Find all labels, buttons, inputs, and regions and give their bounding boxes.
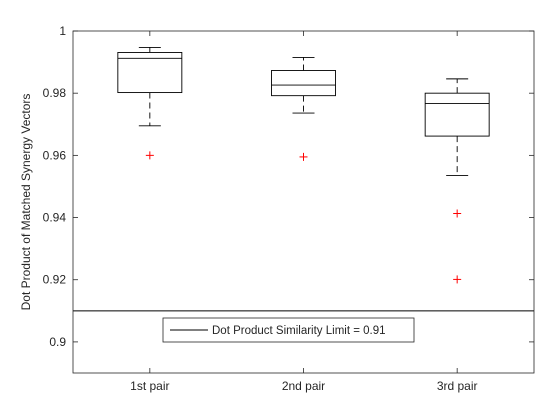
box-2 bbox=[271, 56, 336, 161]
x-tick-label: 2nd pair bbox=[282, 379, 325, 393]
legend-label: Dot Product Similarity Limit = 0.91 bbox=[212, 325, 386, 337]
y-tick-label: 0.94 bbox=[43, 211, 67, 225]
outlier-marker bbox=[453, 275, 462, 284]
y-axis-label: Dot Product of Matched Synergy Vectors bbox=[19, 94, 33, 311]
boxes-group bbox=[117, 47, 490, 284]
y-tick-label: 0.9 bbox=[49, 335, 66, 349]
outlier-marker bbox=[453, 209, 462, 218]
legend: Dot Product Similarity Limit = 0.91 bbox=[162, 317, 415, 343]
y-tick-label: 0.98 bbox=[43, 86, 67, 100]
outlier-marker bbox=[299, 152, 308, 161]
x-tick-label: 1st pair bbox=[130, 379, 169, 393]
box-1 bbox=[117, 47, 183, 160]
outlier-marker bbox=[145, 151, 154, 160]
x-tick-label: 3rd pair bbox=[437, 379, 478, 393]
y-axis: 0.9 0.92 0.94 0.96 0.98 1 bbox=[43, 24, 534, 349]
y-tick-label: 1 bbox=[59, 24, 66, 38]
x-axis: 1st pair 2nd pair 3rd pair bbox=[130, 31, 478, 393]
iqr-box bbox=[117, 52, 183, 94]
iqr-box bbox=[271, 70, 336, 97]
box-3 bbox=[424, 78, 490, 284]
y-tick-label: 0.92 bbox=[43, 273, 67, 287]
iqr-box bbox=[424, 92, 490, 137]
y-tick-label: 0.96 bbox=[43, 148, 67, 162]
legend-box bbox=[162, 317, 415, 343]
